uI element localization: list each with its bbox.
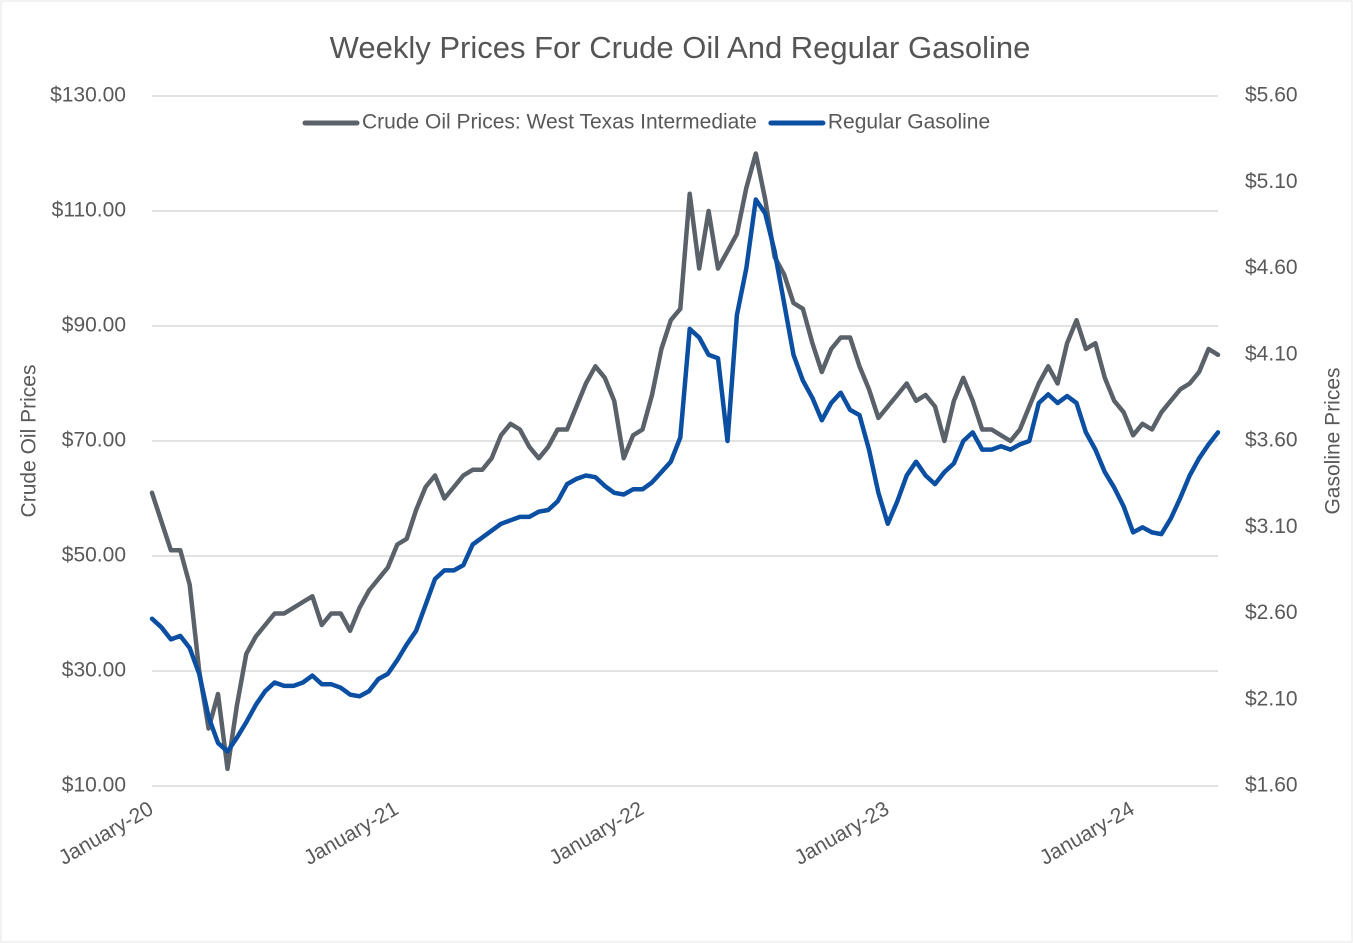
y-tick-label: $90.00 (62, 314, 126, 337)
y2-tick-label: $5.60 (1245, 84, 1298, 107)
y2-tick-label: $4.10 (1245, 342, 1298, 365)
y2-tick-label: $4.60 (1245, 256, 1298, 279)
y2-axis-title: Gasoline Prices (1322, 367, 1345, 514)
y2-tick-label: $1.60 (1245, 774, 1298, 797)
y-tick-label: $10.00 (62, 774, 126, 797)
y2-tick-label: $3.60 (1245, 429, 1298, 452)
y-tick-label: $30.00 (62, 659, 126, 682)
y-tick-label: $110.00 (52, 199, 126, 222)
legend-label: Regular Gasoline (828, 111, 990, 134)
y-tick-label: $50.00 (62, 544, 126, 567)
y-tick-label: $130.00 (50, 84, 126, 107)
y2-tick-label: $3.10 (1245, 515, 1298, 538)
y2-tick-label: $2.10 (1245, 687, 1298, 710)
y2-tick-label: $5.10 (1245, 170, 1298, 193)
y-axis-title: Crude Oil Prices (18, 365, 41, 518)
y2-tick-label: $2.60 (1245, 601, 1298, 624)
chart-title: Weekly Prices For Crude Oil And Regular … (330, 30, 1031, 65)
data-line (149, 151, 1221, 772)
y-tick-label: $70.00 (62, 429, 126, 452)
legend-label: Crude Oil Prices: West Texas Intermediat… (362, 111, 757, 134)
data-line (149, 197, 1221, 754)
